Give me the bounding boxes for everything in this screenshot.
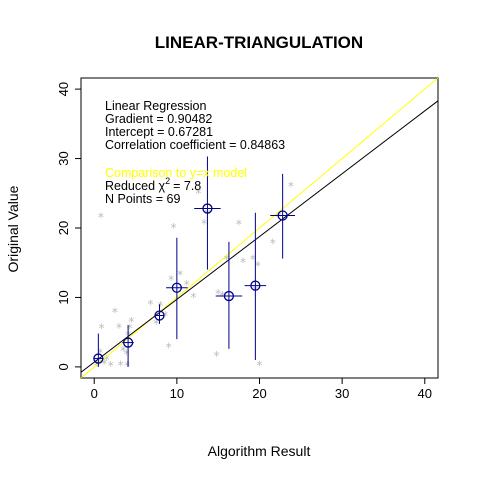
raw-point: * (116, 321, 122, 335)
raw-point: * (223, 252, 229, 266)
raw-point: * (177, 268, 183, 282)
raw-point: * (108, 359, 114, 373)
raw-point: * (190, 290, 196, 304)
raw-point: * (240, 256, 246, 270)
plot-area: ****************************************… (80, 77, 439, 379)
binned-point (93, 353, 104, 364)
reduced-chi2-sup: 2 (165, 176, 170, 186)
raw-point: * (97, 346, 103, 360)
raw-point: * (147, 297, 153, 311)
raw-point: * (168, 273, 174, 287)
x-tick-label: 10 (170, 386, 184, 401)
x-axis-label: Algorithm Result (208, 443, 311, 459)
raw-point: * (201, 217, 207, 231)
raw-point: * (236, 218, 242, 232)
raw-point: * (257, 359, 263, 373)
y-tick-label: 40 (56, 82, 71, 96)
raw-point: * (101, 357, 107, 371)
raw-point: * (270, 236, 276, 250)
raw-point: * (162, 309, 168, 323)
binned-point (250, 280, 261, 291)
raw-point: * (288, 179, 294, 193)
raw-point: * (195, 186, 201, 200)
raw-point: * (255, 259, 261, 273)
binned-point (122, 337, 134, 348)
raw-point: * (99, 322, 105, 336)
raw-point: * (171, 221, 177, 235)
intercept-text: Intercept = 0.67281 (105, 125, 213, 139)
x-tick-label: 40 (418, 386, 432, 401)
raw-point: * (118, 359, 124, 373)
binned-point (223, 290, 235, 302)
y-tick-label: 30 (56, 151, 71, 165)
reduced-chi2-prefix: Reduced χ (105, 179, 166, 193)
chart-title: LINEAR-TRIANGULATION (155, 33, 363, 52)
raw-point: * (98, 211, 104, 225)
x-tick-label: 0 (91, 386, 98, 401)
raw-point: * (104, 353, 110, 367)
raw-point: * (112, 306, 118, 320)
raw-point: * (127, 322, 133, 336)
raw-point: * (124, 359, 130, 373)
axis-ticks: 0 10 20 30 40 0 10 20 30 40 (56, 82, 432, 401)
reduced-chi2-text: Reduced χ2 = 7.8 (105, 176, 201, 193)
y-axis-label: Original Value (5, 185, 21, 272)
raw-point: * (250, 252, 256, 266)
raw-point: * (94, 359, 100, 373)
regression-line (81, 100, 438, 373)
y-tick-label: 0 (56, 363, 71, 370)
binned-point (171, 282, 183, 293)
annotations: Linear Regression Gradient = 0.90482 Int… (105, 99, 285, 206)
comparison-text: Comparison to y=x model (105, 166, 247, 180)
y-tick-label: 20 (56, 221, 71, 235)
raw-point: * (128, 315, 134, 329)
binned-point (202, 203, 213, 214)
raw-point: * (184, 278, 190, 292)
binned-point (277, 210, 288, 221)
plot-frame (80, 77, 439, 379)
x-tick-label: 20 (252, 386, 266, 401)
x-tick-label: 30 (335, 386, 349, 401)
correlation-text: Correlation coefficient = 0.84863 (105, 138, 285, 152)
plot-content: ****************************************… (81, 78, 438, 378)
regression-header: Linear Regression (105, 99, 206, 113)
raw-point: * (215, 287, 221, 301)
raw-point: * (166, 340, 172, 354)
raw-point: * (153, 317, 159, 331)
y-tick-label: 10 (56, 290, 71, 304)
raw-point: * (120, 344, 126, 358)
raw-point: * (123, 347, 129, 361)
identity-line (81, 78, 438, 378)
reduced-chi2-value: = 7.8 (173, 179, 201, 193)
binned-point (154, 310, 165, 321)
raw-point: * (157, 299, 163, 313)
gradient-text: Gradient = 0.90482 (105, 112, 212, 126)
npoints-text: N Points = 69 (105, 192, 180, 206)
raw-point: * (214, 349, 220, 363)
